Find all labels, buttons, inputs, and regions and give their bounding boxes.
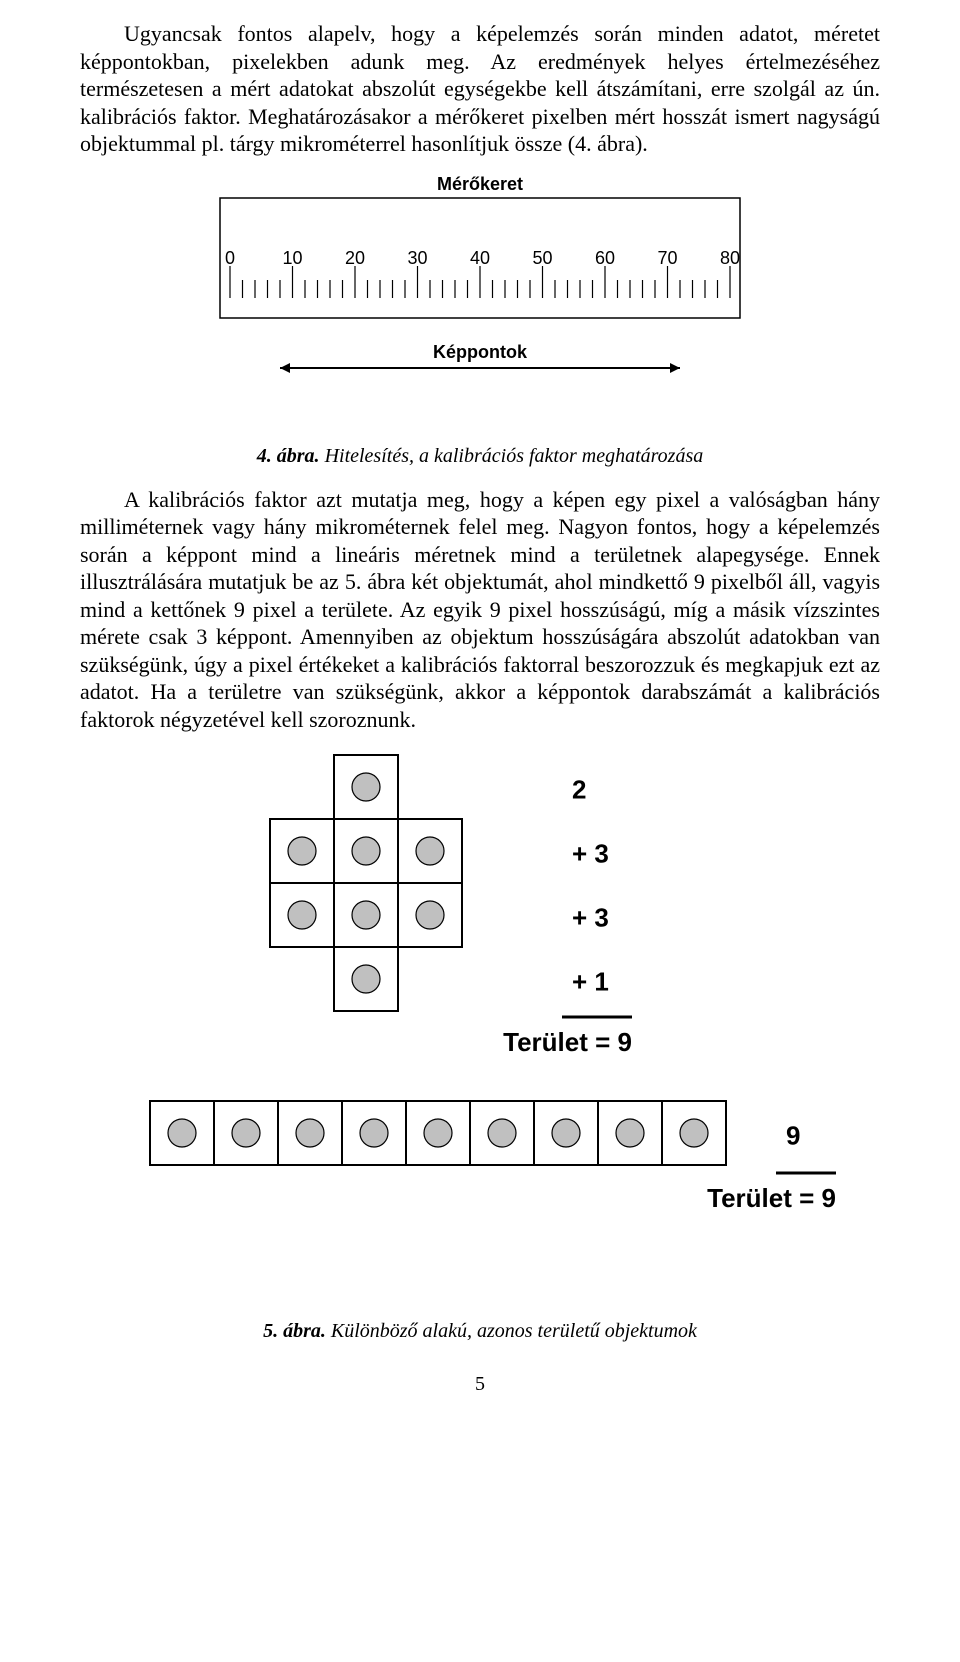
page: Ugyancsak fontos alapelv, hogy a képelem… bbox=[0, 0, 960, 1436]
figure-4-svg: Mérőkeret 0 10 20 30 40 50 60 70 80 Képpontok bbox=[160, 170, 800, 430]
svg-text:40: 40 bbox=[470, 248, 490, 268]
svg-text:+ 3: + 3 bbox=[572, 839, 609, 869]
svg-text:70: 70 bbox=[657, 248, 677, 268]
svg-text:10: 10 bbox=[282, 248, 302, 268]
figure-5-caption-text: Különböző alakú, azonos területű objektu… bbox=[331, 1320, 697, 1342]
svg-text:+ 1: + 1 bbox=[572, 967, 609, 997]
paragraph-1: Ugyancsak fontos alapelv, hogy a képelem… bbox=[80, 20, 880, 158]
svg-text:0: 0 bbox=[225, 248, 235, 268]
svg-text:Terület = 9: Terület = 9 bbox=[707, 1183, 836, 1213]
svg-text:Terület = 9: Terület = 9 bbox=[503, 1027, 632, 1057]
figure-4-caption-num: 4. ábra. bbox=[257, 445, 320, 467]
svg-text:20: 20 bbox=[345, 248, 365, 268]
svg-text:Mérőkeret: Mérőkeret bbox=[437, 174, 523, 194]
svg-text:50: 50 bbox=[532, 248, 552, 268]
svg-text:60: 60 bbox=[595, 248, 615, 268]
svg-text:9: 9 bbox=[786, 1121, 800, 1151]
paragraph-2: A kalibrációs faktor azt mutatja meg, ho… bbox=[80, 486, 880, 734]
figure-4: Mérőkeret 0 10 20 30 40 50 60 70 80 Képpontok bbox=[80, 170, 880, 435]
figure-4-caption-text: Hitelesítés, a kalibrációs faktor meghat… bbox=[325, 445, 704, 467]
figure-5-svg: 2 + 3 + 3 + 1 Terület = 9 9 Terület = 9 bbox=[120, 745, 840, 1305]
svg-text:Képpontok: Képpontok bbox=[433, 342, 528, 362]
svg-text:+ 3: + 3 bbox=[572, 903, 609, 933]
svg-text:80: 80 bbox=[720, 248, 740, 268]
page-number: 5 bbox=[80, 1373, 880, 1396]
figure-5-caption-num: 5. ábra. bbox=[263, 1320, 326, 1342]
svg-text:2: 2 bbox=[572, 775, 586, 805]
figure-5-caption: 5. ábra. Különböző alakú, azonos terület… bbox=[80, 1320, 880, 1343]
svg-text:30: 30 bbox=[407, 248, 427, 268]
figure-5: 2 + 3 + 3 + 1 Terület = 9 9 Terület = 9 bbox=[80, 745, 880, 1310]
figure-4-caption: 4. ábra. Hitelesítés, a kalibrációs fakt… bbox=[80, 445, 880, 468]
